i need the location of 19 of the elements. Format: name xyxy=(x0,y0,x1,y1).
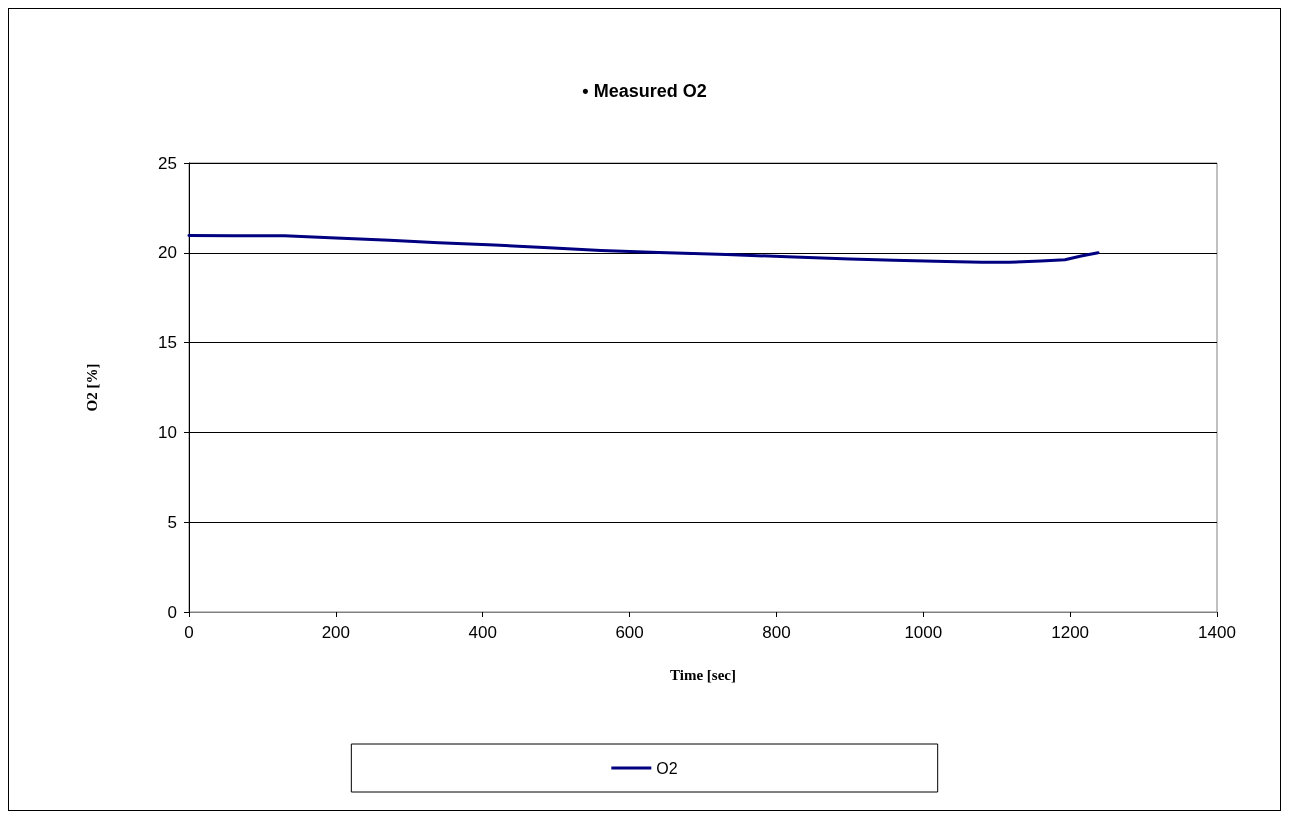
x-tick-label: 400 xyxy=(468,623,497,642)
y-tick-label: 0 xyxy=(167,602,177,622)
line-series xyxy=(187,234,1100,264)
chart-title: • Measured O2 xyxy=(582,81,707,101)
x-tick-label: 1400 xyxy=(1198,623,1236,642)
x-tick-label: 200 xyxy=(321,623,351,642)
y-tick-label: 25 xyxy=(158,153,177,173)
x-tick-label: 600 xyxy=(615,623,644,642)
x-tick-label: 800 xyxy=(762,623,791,642)
y-axis-title: O2 [%] xyxy=(83,363,100,412)
x-tick-label: 1200 xyxy=(1051,623,1090,642)
legend-label: O2 xyxy=(656,759,678,777)
y-tick-label: 15 xyxy=(158,333,177,353)
y-tick-label: 20 xyxy=(158,243,177,263)
y-tick-label: 10 xyxy=(158,422,177,442)
y-tick-label: 5 xyxy=(167,512,177,532)
x-tick-label: 1000 xyxy=(904,623,943,642)
x-tick-label: 0 xyxy=(184,623,194,642)
x-axis-title: Time [sec] xyxy=(670,666,736,683)
